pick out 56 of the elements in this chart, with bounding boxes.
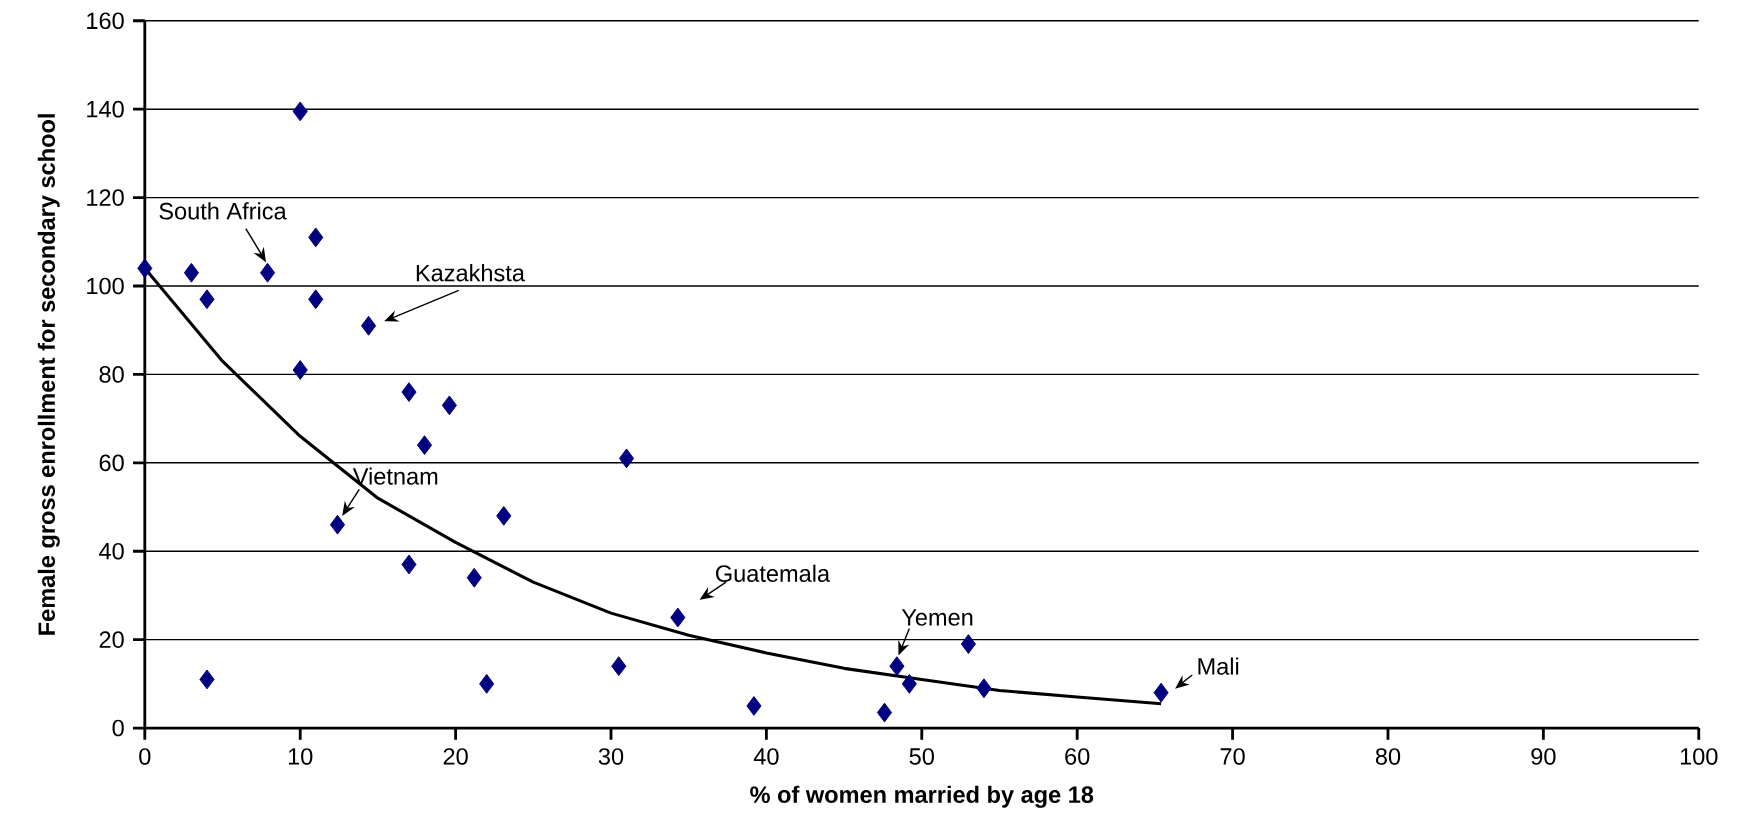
annotation: Yemen: [901, 609, 973, 626]
point: [401, 554, 417, 575]
y-tick-label: 80: [99, 366, 124, 383]
point: [876, 702, 893, 723]
point: [496, 506, 512, 526]
point: [183, 262, 199, 283]
y-tick-label: 160: [87, 12, 124, 30]
annotation: Kazakhsta: [416, 264, 525, 282]
annotation: Mali: [1198, 657, 1239, 675]
annotation: Guatemala: [716, 564, 831, 583]
point: [292, 101, 308, 122]
point: [960, 634, 976, 654]
point: [308, 289, 324, 310]
point: [619, 448, 635, 469]
y-axis-title: Female gross enrollment for secondary school: [37, 114, 60, 635]
x-tick-label: 40: [753, 748, 779, 765]
y-tick-label: 120: [87, 189, 124, 206]
x-tick-label: 0: [139, 748, 151, 765]
point: [611, 656, 627, 677]
y-tick-label: 100: [87, 277, 124, 295]
x-tick-label: 100: [1680, 748, 1718, 765]
point: [746, 696, 762, 716]
x-tick-label: 80: [1375, 748, 1401, 765]
point: [199, 669, 215, 690]
point: [260, 262, 276, 283]
point: [889, 656, 905, 677]
y-tick-label: 0: [112, 719, 124, 737]
x-tick-label: 60: [1065, 748, 1090, 765]
y-tick-label: 20: [99, 631, 124, 649]
point: [137, 258, 153, 279]
point: [416, 435, 433, 456]
x-tick-label: 20: [443, 748, 468, 765]
point: [1153, 682, 1169, 703]
annotation: Vietnam: [352, 467, 438, 485]
point: [308, 227, 324, 248]
point: [466, 567, 482, 588]
x-tick-label: 30: [598, 748, 624, 765]
point: [479, 674, 495, 694]
point: [361, 315, 377, 336]
y-tick-label: 40: [99, 542, 124, 560]
x-tick-label: 50: [909, 748, 934, 765]
y-tick-label: 140: [87, 100, 124, 118]
x-tick-label: 10: [288, 748, 313, 765]
point: [329, 514, 346, 535]
x-tick-label: 90: [1531, 748, 1556, 765]
point: [670, 607, 686, 628]
annotation: South Africa: [159, 202, 287, 220]
point: [441, 395, 457, 416]
point: [199, 289, 215, 310]
x-tick-label: 70: [1220, 748, 1245, 765]
y-tick-label: 60: [99, 454, 124, 472]
point: [401, 382, 417, 403]
x-axis-title: % of women married by age 18: [750, 785, 1094, 808]
point: [976, 678, 992, 699]
point: [292, 360, 308, 380]
point: [901, 674, 917, 694]
